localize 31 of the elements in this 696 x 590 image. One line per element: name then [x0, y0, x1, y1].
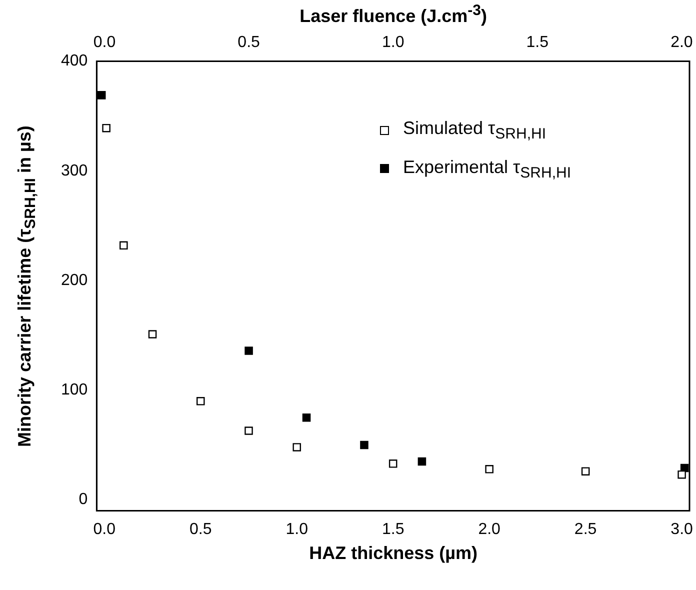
x-tick-label: 2.5: [574, 520, 597, 538]
x-tick-label: 2.0: [478, 520, 501, 538]
point: [120, 241, 128, 250]
x-tick-label: 0.5: [190, 520, 212, 538]
point: [485, 464, 494, 474]
x2-tick-label: 0.5: [238, 34, 260, 52]
legend-label: Experimental τ$_{SRH,HI}$: [403, 156, 572, 182]
x2-axis-title: Laser fluence (J.cm$^{-3}$): [300, 2, 488, 27]
y-tick-label: 400: [60, 52, 88, 70]
point: [102, 124, 110, 132]
x-tick-label: 3.0: [670, 520, 694, 538]
x2-tick-label: 2.0: [670, 34, 693, 52]
point: [292, 443, 301, 452]
legend-label: Simulated τ$_{SRH,HI}$: [403, 118, 546, 143]
point: [148, 330, 157, 338]
x-axis-title: HAZ thickness (µm): [309, 542, 478, 564]
y-tick-label: 0: [78, 491, 88, 508]
point: [388, 460, 398, 468]
x-tick-label: 1.5: [382, 520, 404, 538]
point: [196, 397, 205, 406]
point: [244, 426, 253, 435]
y-tick-label: 100: [60, 382, 88, 399]
x2-tick-label: 1.0: [382, 34, 404, 52]
y-tick-label: 300: [60, 162, 88, 180]
y-tick-label: 200: [60, 272, 88, 289]
x-tick-label: 1.0: [286, 520, 308, 538]
point: [678, 470, 686, 479]
x2-tick-label: 1.5: [526, 34, 549, 52]
point: [581, 467, 590, 476]
x2-tick-label: 0.0: [93, 34, 116, 52]
x-tick-label: 0.0: [93, 520, 116, 538]
